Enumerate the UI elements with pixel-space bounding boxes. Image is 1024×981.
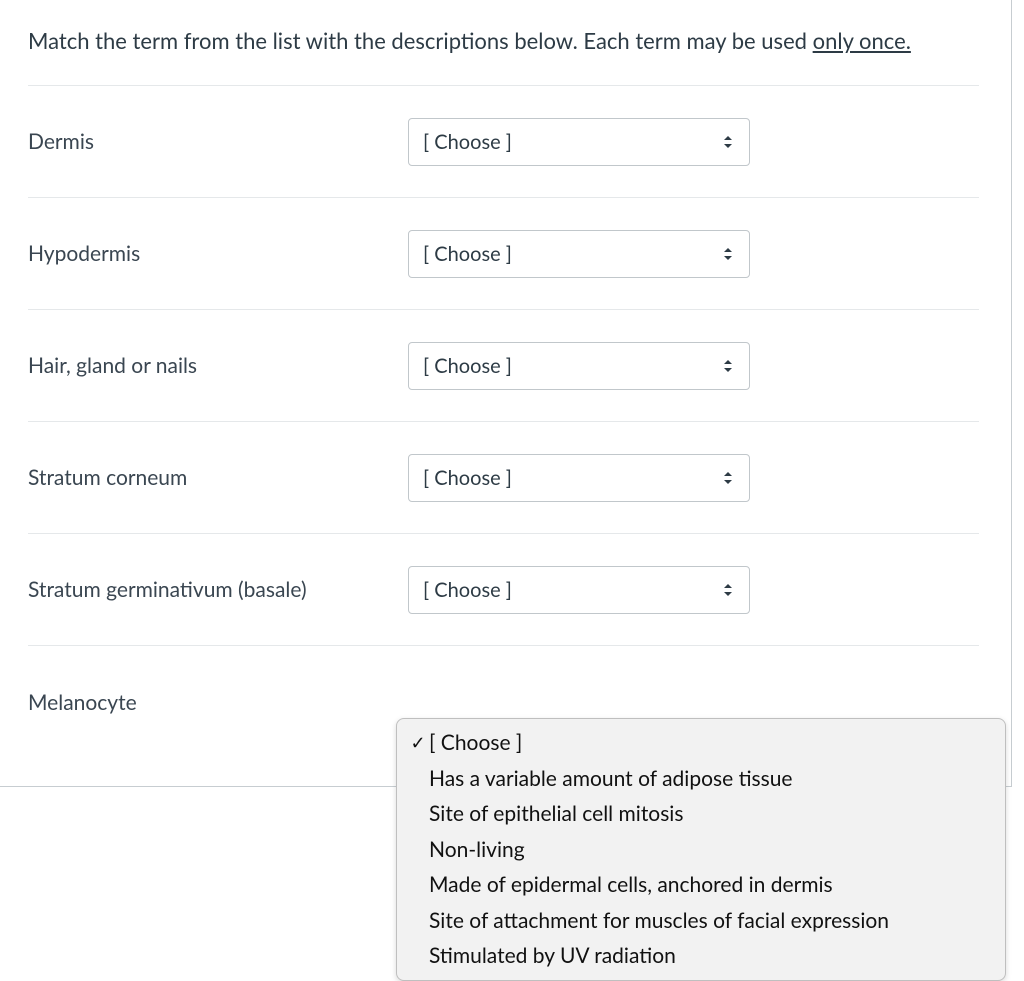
chevron-updown-icon	[721, 469, 735, 487]
chevron-updown-icon	[721, 133, 735, 151]
option-label: Site of epithelial cell mitosis	[429, 798, 991, 830]
dropdown-option-epidermal[interactable]: Made of epidermal cells, anchored in der…	[397, 867, 1005, 903]
option-label: Has a variable amount of adipose tissue	[429, 763, 991, 795]
dropdown-menu[interactable]: ✓ [ Choose ] Has a variable amount of ad…	[396, 718, 1006, 981]
select-value: [ Choose ]	[423, 578, 512, 602]
match-row-dermis: Dermis [ Choose ]	[28, 86, 979, 198]
question-container: Match the term from the list with the de…	[0, 0, 1012, 787]
select-hypodermis[interactable]: [ Choose ]	[408, 230, 750, 278]
term-label: Hypodermis	[28, 241, 408, 266]
select-stratum-corneum[interactable]: [ Choose ]	[408, 454, 750, 502]
dropdown-option-choose[interactable]: ✓ [ Choose ]	[397, 725, 1005, 761]
select-value: [ Choose ]	[423, 130, 512, 154]
match-row-stratum-germinativum: Stratum germinativum (basale) [ Choose ]	[28, 534, 979, 646]
dropdown-option-muscles[interactable]: Site of attachment for muscles of facial…	[397, 903, 1005, 939]
select-dermis[interactable]: [ Choose ]	[408, 118, 750, 166]
term-label: Dermis	[28, 129, 408, 154]
prompt-text: Match the term from the list with the de…	[28, 27, 813, 54]
match-row-hypodermis: Hypodermis [ Choose ]	[28, 198, 979, 310]
select-value: [ Choose ]	[423, 354, 512, 378]
option-label: Made of epidermal cells, anchored in der…	[429, 869, 991, 901]
chevron-updown-icon	[721, 357, 735, 375]
term-label: Stratum corneum	[28, 465, 408, 490]
match-row-hair-gland-nails: Hair, gland or nails [ Choose ]	[28, 310, 979, 422]
select-stratum-germinativum[interactable]: [ Choose ]	[408, 566, 750, 614]
term-label: Stratum germinativum (basale)	[28, 577, 408, 602]
option-label: Non-living	[429, 834, 991, 866]
term-label: Melanocyte	[28, 690, 408, 715]
prompt-underlined: only once.	[813, 27, 911, 54]
select-value: [ Choose ]	[423, 242, 512, 266]
option-label: [ Choose ]	[429, 727, 991, 759]
chevron-updown-icon	[721, 245, 735, 263]
dropdown-option-mitosis[interactable]: Site of epithelial cell mitosis	[397, 796, 1005, 832]
match-row-stratum-corneum: Stratum corneum [ Choose ]	[28, 422, 979, 534]
matching-rows: Dermis [ Choose ] Hypodermis [ Choose ] …	[28, 85, 979, 758]
select-hair-gland-nails[interactable]: [ Choose ]	[408, 342, 750, 390]
chevron-updown-icon	[721, 581, 735, 599]
term-label: Hair, gland or nails	[28, 353, 408, 378]
check-icon: ✓	[407, 729, 429, 756]
dropdown-option-adipose[interactable]: Has a variable amount of adipose tissue	[397, 761, 1005, 797]
option-label: Site of attachment for muscles of facial…	[429, 905, 991, 937]
dropdown-option-nonliving[interactable]: Non-living	[397, 832, 1005, 868]
question-prompt: Match the term from the list with the de…	[28, 24, 979, 57]
select-value: [ Choose ]	[423, 466, 512, 490]
